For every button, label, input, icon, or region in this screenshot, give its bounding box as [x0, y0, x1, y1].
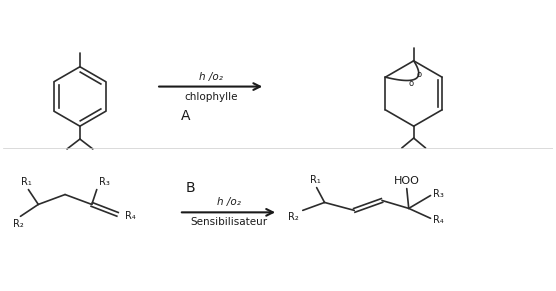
Text: h /o₂: h /o₂ [198, 72, 222, 81]
Text: R₄: R₄ [126, 211, 136, 221]
Text: o: o [417, 70, 422, 79]
Text: R₂: R₂ [288, 212, 299, 222]
Text: R₂: R₂ [13, 219, 24, 229]
Text: chlophylle: chlophylle [184, 92, 237, 102]
Text: h /o₂: h /o₂ [216, 197, 240, 207]
Text: R₃: R₃ [433, 189, 443, 198]
Text: B: B [186, 181, 196, 195]
Text: R₃: R₃ [99, 177, 110, 187]
Text: HOO: HOO [394, 175, 420, 186]
Text: Sensibilisateur: Sensibilisateur [190, 217, 267, 227]
Text: o: o [408, 79, 414, 88]
Text: A: A [181, 109, 191, 123]
Text: R₁: R₁ [310, 175, 321, 184]
Text: R₁: R₁ [21, 177, 32, 187]
Text: R₄: R₄ [433, 215, 443, 225]
